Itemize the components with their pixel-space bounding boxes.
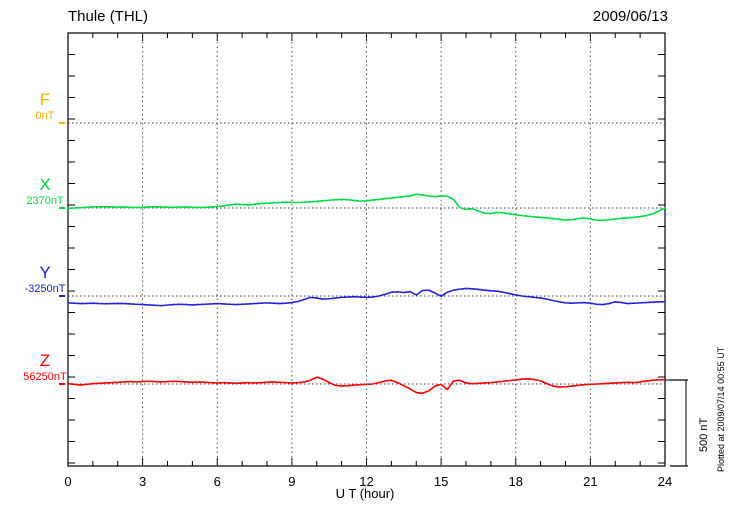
component-baseline-y: -3250nT (24, 283, 66, 295)
component-label-y: Y -3250nT (25, 264, 66, 295)
x-tick-label: 6 (213, 474, 221, 489)
station-title: Thule (THL) (68, 8, 149, 25)
scale-bar-label: 500 nT (698, 417, 710, 452)
x-tick-label: 24 (657, 474, 673, 489)
x-tick-label: 15 (433, 474, 449, 489)
component-baseline-f: 0nT (35, 110, 55, 122)
component-letter-z: Z (39, 351, 51, 370)
component-baseline-z: 56250nT (23, 371, 67, 383)
observation-date: 2009/06/13 (592, 8, 668, 25)
x-tick-label: 18 (508, 474, 523, 489)
component-label-f: F 0nT (36, 91, 55, 122)
component-letter-f: F (39, 90, 51, 109)
trace-x (67, 193, 666, 222)
component-label-z: Z 56250nT (23, 352, 66, 383)
component-letter-y: Y (39, 263, 51, 282)
plotted-timestamp: Plotted at 2009/07/14 00:55 UT (716, 346, 726, 472)
component-label-x: X 2370nT (26, 176, 63, 207)
x-tick-label: 9 (288, 474, 296, 489)
x-tick-label: 12 (359, 474, 374, 489)
component-baseline-x: 2370nT (26, 195, 64, 207)
component-letter-x: X (39, 175, 51, 194)
x-axis-title: U T (hour) (335, 486, 395, 501)
trace-z (67, 376, 666, 395)
trace-y (67, 287, 666, 307)
x-tick-label: 3 (139, 474, 147, 489)
x-tick-label: 21 (583, 474, 598, 489)
x-tick-label: 0 (64, 474, 72, 489)
